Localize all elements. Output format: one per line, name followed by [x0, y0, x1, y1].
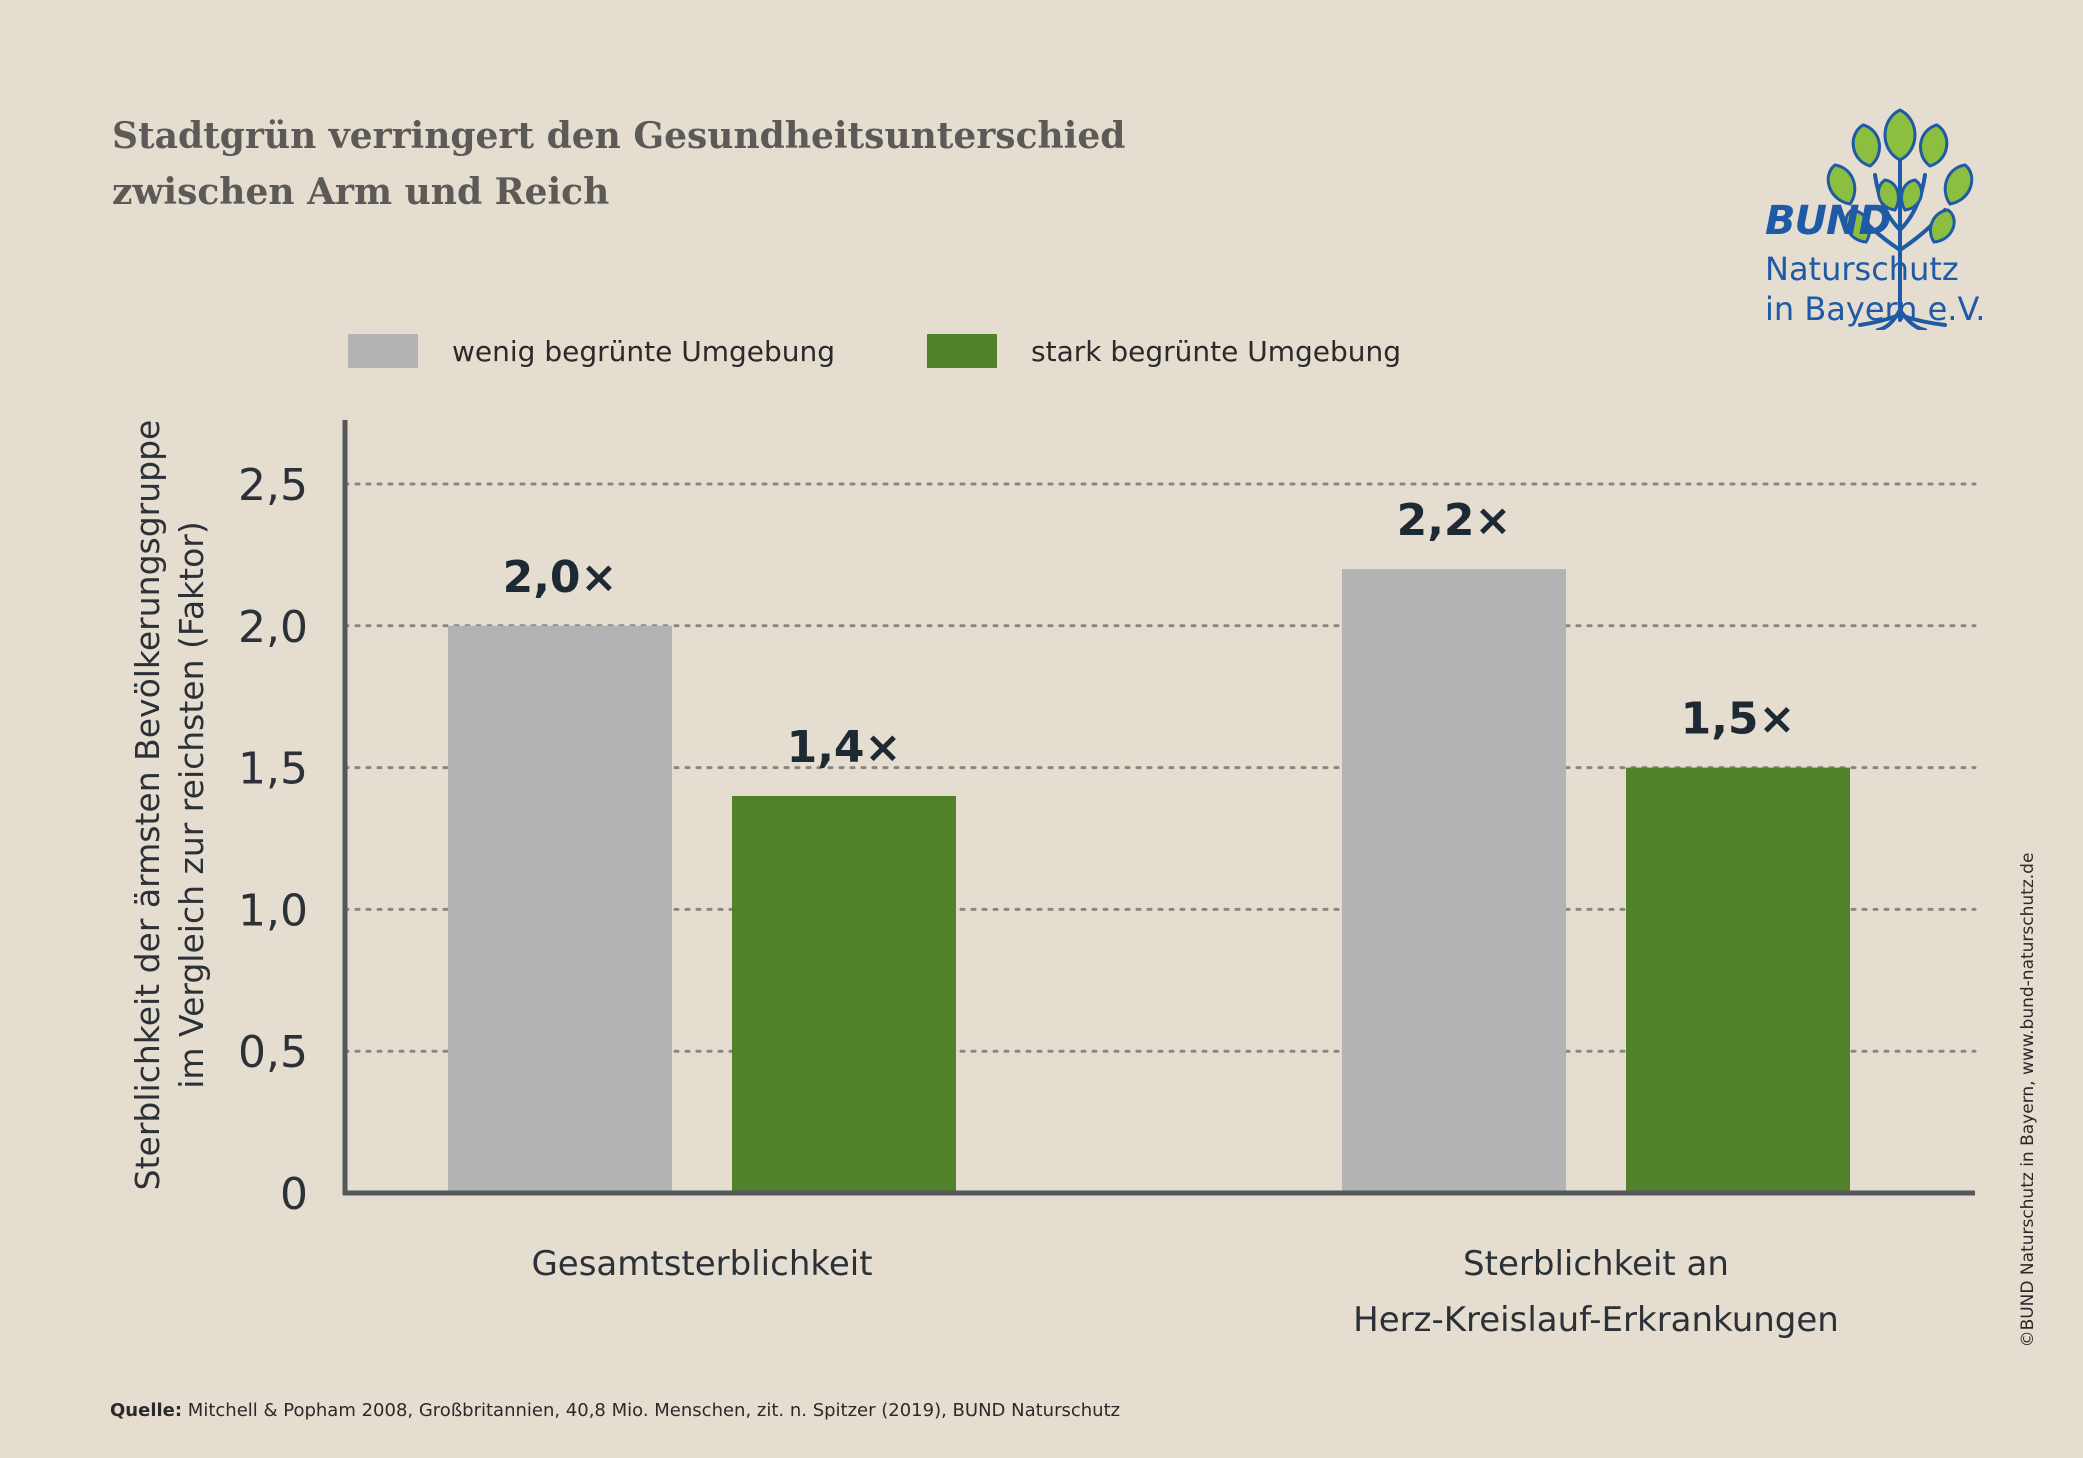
- y-tick-label: 2,0: [238, 602, 308, 653]
- source-prefix: Quelle:: [110, 1400, 183, 1421]
- category-label-gesamt-line-1: Gesamtsterblichkeit: [531, 1244, 873, 1284]
- bar-value-label: 2,2×: [1397, 495, 1512, 546]
- bar-stark-2: [1626, 767, 1850, 1193]
- logo-brand: BUND: [1765, 198, 1892, 244]
- category-label-herz: Sterblichkeit an Herz-Kreislauf-Erkranku…: [1353, 1236, 1839, 1348]
- copyright-note: ©BUND Naturschutz in Bayern, www.bund-na…: [2018, 852, 2038, 1348]
- bar-value-label: 1,4×: [787, 722, 902, 773]
- y-tick-label: 0: [280, 1169, 308, 1220]
- legend-label-stark: stark begrünte Umgebung: [1031, 334, 1402, 368]
- category-label-gesamt: Gesamtsterblichkeit: [531, 1236, 872, 1292]
- bar-wenig-1: [448, 625, 672, 1193]
- legend-item-wenig: wenig begrünte Umgebung: [348, 334, 835, 368]
- bar-value-label: 2,0×: [503, 552, 618, 603]
- logo-line-2: in Bayern e.V.: [1765, 290, 1986, 328]
- bar-stark-1: [732, 795, 956, 1193]
- legend-swatch-stark: [927, 334, 997, 368]
- category-label-herz-line-1: Sterblichkeit an: [1463, 1244, 1729, 1284]
- y-tick-label: 1,5: [238, 744, 308, 795]
- bar-value-label: 1,5×: [1681, 694, 1796, 745]
- y-tick-label: 0,5: [238, 1027, 308, 1078]
- title-line-2: zwischen Arm und Reich: [112, 171, 610, 213]
- legend-label-wenig: wenig begrünte Umgebung: [452, 334, 836, 368]
- legend-swatch-wenig: [348, 334, 418, 368]
- y-tick-label: 2,5: [238, 460, 308, 511]
- chart-title: Stadtgrün verringert den Gesundheitsunte…: [112, 108, 1125, 220]
- source-text: Mitchell & Popham 2008, Großbritannien, …: [182, 1400, 1121, 1421]
- bar-wenig-2: [1342, 569, 1566, 1193]
- logo-line-1: Naturschutz: [1765, 250, 1959, 288]
- source-note: Quelle: Mitchell & Popham 2008, Großbrit…: [110, 1400, 1120, 1421]
- tree-logo-icon: [1826, 108, 1974, 330]
- y-tick-label: 1,0: [238, 885, 308, 936]
- category-label-herz-line-2: Herz-Kreislauf-Erkrankungen: [1353, 1300, 1839, 1340]
- legend-item-stark: stark begrünte Umgebung: [927, 334, 1401, 368]
- title-line-1: Stadtgrün verringert den Gesundheitsunte…: [112, 115, 1126, 157]
